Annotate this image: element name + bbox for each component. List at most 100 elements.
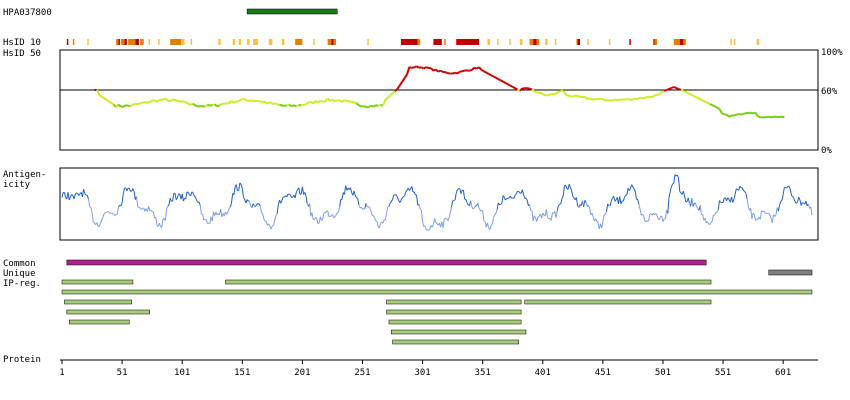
identity-curve-segment (425, 66, 429, 70)
identity-curve-segment (725, 113, 730, 118)
antigenicity-curve-segment (529, 204, 532, 211)
identity-curve-segment (738, 112, 742, 116)
identity-curve-segment (509, 84, 514, 88)
identity-curve-segment (420, 66, 425, 70)
identity-curve-segment (661, 90, 665, 93)
antigenicity-curve-segment (403, 195, 405, 198)
antigenicity-curve-segment (769, 214, 772, 219)
antigenicity-curve-segment (343, 185, 347, 195)
antigenicity-curve-segment (591, 212, 594, 218)
ipreg-bar (68, 319, 130, 325)
antigenicity-curve-segment (336, 211, 339, 214)
antigenicity-curve-segment (447, 217, 450, 221)
antigenicity-curve-segment (339, 199, 342, 207)
hsid10-segment (238, 39, 242, 45)
antigenicity-curve-segment (531, 211, 534, 221)
identity-curve-segment (658, 91, 663, 96)
antigenicity-curve-segment (311, 212, 314, 220)
antigenicity-curve-segment (727, 197, 730, 200)
antigenicity-curve-segment (137, 206, 140, 209)
identity-curve-segment (627, 97, 631, 101)
identity-curve-segment (603, 98, 607, 102)
identity-curve-segment (317, 100, 321, 104)
antigenicity-curve-segment (220, 209, 223, 217)
antigenicity-curve-segment (587, 205, 591, 208)
antigenicity-curve-segment (196, 200, 199, 203)
hsid10-segment (529, 39, 534, 45)
antigenicity-curve-segment (116, 207, 119, 215)
identity-curve-segment (485, 71, 490, 75)
antigenicity-curve-segment (550, 212, 553, 221)
antigenicity-curve-segment (478, 208, 481, 211)
identity-curve-segment (656, 93, 660, 96)
antigenicity-curve-segment (678, 178, 681, 192)
antigenicity-curve-segment (589, 207, 592, 216)
antigenicity-curve-segment (472, 207, 475, 210)
antigenicity-curve-segment (609, 200, 612, 207)
identity-curve-segment (122, 104, 127, 108)
identity-curve-segment (274, 102, 278, 106)
identity-curve-segment (514, 87, 519, 91)
antigenicity-curve-segment (149, 209, 152, 212)
identity-curve-segment (367, 104, 372, 109)
identity-curve-segment (240, 97, 244, 101)
antigenicity-curve-segment (349, 187, 353, 193)
identity-curve-segment (694, 95, 699, 99)
identity-curve-segment (637, 96, 641, 100)
antigenicity-curve-segment (265, 221, 269, 226)
antigenicity-curve-segment (286, 193, 289, 198)
antigenicity-curve-segment (84, 193, 87, 196)
antigenicity-curve-segment (309, 203, 312, 217)
hsid10-segment (733, 39, 736, 45)
antigenicity-curve-segment (289, 194, 293, 198)
antigenicity-curve-segment (687, 197, 690, 204)
protein-axis-tick-label: 1 (59, 368, 64, 378)
protein-axis-tick-label: 451 (595, 368, 611, 378)
antigenicity-curve-segment (443, 217, 446, 220)
protein-axis-tick-label: 401 (535, 368, 551, 378)
antigenicity-curve-segment (625, 194, 628, 196)
identity-curve-segment (115, 103, 120, 108)
identity-curve-segment (403, 74, 408, 79)
antigenicity-curve-segment (168, 198, 171, 205)
antigenicity-curve-segment (190, 191, 193, 197)
antigenicity-curve-segment (799, 200, 802, 206)
identity-curve-segment (483, 70, 487, 74)
antigenicity-curve-segment (228, 206, 231, 209)
identity-curve-segment (98, 94, 103, 98)
antigenicity-curve-segment (230, 193, 234, 204)
hsid10-segment (417, 39, 421, 45)
identity-curve-segment (692, 94, 696, 98)
antigenicity-curve-segment (620, 200, 623, 205)
antigenicity-curve-segment (547, 216, 550, 220)
identity-curve-segment (673, 86, 677, 89)
antigenicity-curve-segment (204, 218, 207, 221)
antigenicity-curve-segment (91, 212, 94, 222)
antigenicity-label-1: Antigen- (3, 170, 46, 180)
antigenicity-curve-segment (768, 212, 771, 216)
antigenicity-curve-segment (734, 188, 737, 195)
antigenicity-curve-segment (261, 212, 264, 214)
antigenicity-curve-segment (101, 217, 104, 221)
antigenicity-curve-segment (181, 193, 184, 202)
antigenicity-curve-segment (775, 207, 778, 216)
identity-curve-segment (394, 88, 399, 92)
identity-curve-segment (370, 104, 374, 108)
identity-axis-bottom: 0% (821, 146, 832, 156)
hsid10-segment (66, 39, 69, 45)
ipreg-bar (66, 309, 150, 315)
antigenicity-curve-segment (716, 209, 719, 213)
antigenicity-curve-segment (191, 191, 194, 194)
identity-curve-segment (497, 78, 502, 82)
antigenicity-curve-segment (386, 207, 389, 214)
antigenicity-curve-segment (558, 204, 560, 207)
identity-curve-segment (473, 66, 478, 70)
hsid10-segment (124, 39, 127, 45)
antigenicity-curve-segment (226, 211, 229, 215)
identity-curve-segment (190, 102, 194, 106)
hsid10-segment (608, 39, 611, 45)
antigenicity-curve-segment (413, 191, 416, 196)
antigenicity-curve-segment (256, 202, 259, 205)
antigenicity-curve-segment (496, 202, 499, 210)
antigenicity-curve-segment (246, 199, 249, 202)
